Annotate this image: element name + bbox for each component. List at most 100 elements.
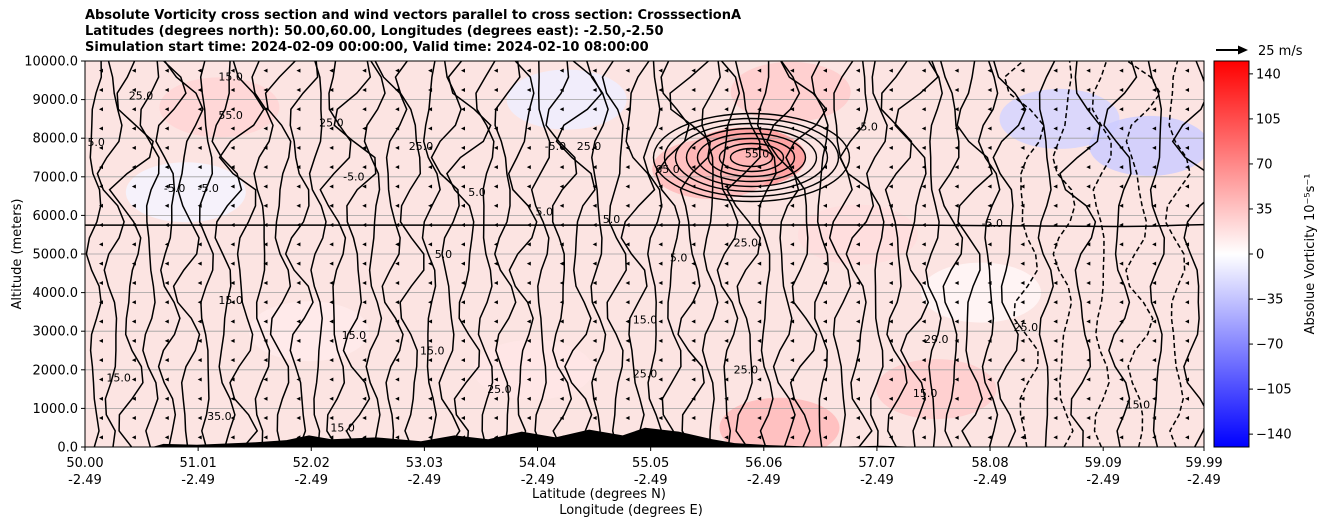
wind-vector-arrowhead-icon bbox=[954, 203, 959, 208]
wind-vector-arrowhead-icon bbox=[1053, 242, 1058, 247]
wind-vector-arrowhead-icon bbox=[757, 184, 762, 189]
wind-vector-arrowhead-icon bbox=[954, 165, 959, 170]
wind-vector-arrowhead-icon bbox=[592, 126, 597, 131]
wind-vector-arrowhead-icon bbox=[1152, 396, 1157, 401]
wind-vector-arrowhead-icon bbox=[362, 338, 367, 343]
wind-vector-arrowhead-icon bbox=[329, 338, 334, 343]
wind-vector-arrowhead-icon bbox=[658, 87, 663, 92]
contour-label: 15.0 bbox=[330, 422, 355, 435]
wind-vector-arrowhead-icon bbox=[790, 223, 795, 228]
wind-vector-arrowhead-icon bbox=[625, 203, 630, 208]
vorticity-region bbox=[159, 77, 280, 138]
x-tick-label-longitude: -2.49 bbox=[1086, 473, 1120, 488]
wind-vector-arrowhead-icon bbox=[625, 319, 630, 324]
wind-vector-arrowhead-icon bbox=[1020, 203, 1025, 208]
wind-vector-arrowhead-icon bbox=[921, 223, 926, 228]
wind-vector-arrowhead-icon bbox=[131, 319, 136, 324]
wind-vector-arrowhead-icon bbox=[263, 261, 268, 266]
contour-label: 5.0 bbox=[860, 120, 878, 133]
wind-vector-arrowhead-icon bbox=[888, 203, 893, 208]
contour-line bbox=[251, 61, 274, 447]
wind-vector-arrowhead-icon bbox=[790, 338, 795, 343]
contour-line bbox=[756, 61, 777, 447]
contour-line bbox=[810, 61, 830, 447]
contour-label: -5.0 bbox=[164, 182, 185, 195]
wind-vector-arrowhead-icon bbox=[329, 416, 334, 421]
wind-vector-arrowhead-icon bbox=[526, 107, 531, 112]
wind-vector-arrowhead-icon bbox=[263, 184, 268, 189]
wind-vector-arrowhead-icon bbox=[1152, 300, 1157, 305]
x-tick-label-latitude: 51.01 bbox=[180, 456, 217, 471]
wind-vector-arrowhead-icon bbox=[395, 203, 400, 208]
wind-vector-arrowhead-icon bbox=[823, 87, 828, 92]
wind-vector-arrowhead-icon bbox=[691, 261, 696, 266]
wind-vector-arrowhead-icon bbox=[296, 87, 301, 92]
wind-vector-arrowhead-icon bbox=[526, 358, 531, 363]
wind-vector-arrowhead-icon bbox=[230, 223, 235, 228]
wind-vector-arrowhead-icon bbox=[164, 87, 169, 92]
wind-vector-arrowhead-icon bbox=[164, 242, 169, 247]
wind-vector-arrowhead-icon bbox=[131, 145, 136, 150]
wind-vector-arrowhead-icon bbox=[296, 358, 301, 363]
wind-vector-arrowhead-icon bbox=[757, 396, 762, 401]
wind-vector-arrowhead-icon bbox=[987, 145, 992, 150]
wind-vector-arrowhead-icon bbox=[395, 242, 400, 247]
wind-vector-arrowhead-icon bbox=[98, 203, 103, 208]
wind-vector-arrowhead-icon bbox=[131, 87, 136, 92]
wind-vector-arrowhead-icon bbox=[493, 184, 498, 189]
wind-vector-arrowhead-icon bbox=[98, 338, 103, 343]
wind-vector-arrowhead-icon bbox=[164, 68, 169, 73]
wind-vector-arrowhead-icon bbox=[1152, 416, 1157, 421]
wind-vector-arrowhead-icon bbox=[131, 435, 136, 440]
vorticity-region bbox=[797, 204, 918, 265]
wind-vector-arrowhead-icon bbox=[790, 300, 795, 305]
wind-vector-arrowhead-icon bbox=[691, 107, 696, 112]
contour-ring bbox=[674, 122, 829, 193]
wind-vector-arrowhead-icon bbox=[724, 184, 729, 189]
wind-vector-arrowhead-icon bbox=[230, 338, 235, 343]
contour-label: 25.0 bbox=[129, 90, 154, 103]
wind-vector-arrowhead-icon bbox=[823, 435, 828, 440]
wind-vector-arrowhead-icon bbox=[164, 280, 169, 285]
wind-vector-arrowhead-icon bbox=[1152, 126, 1157, 131]
wind-vector-arrowhead-icon bbox=[296, 107, 301, 112]
wind-vector-arrowhead-icon bbox=[658, 338, 663, 343]
wind-vector-arrowhead-icon bbox=[790, 377, 795, 382]
wind-vector-arrowhead-icon bbox=[197, 203, 202, 208]
wind-vector-arrowhead-icon bbox=[329, 261, 334, 266]
wind-vector-arrowhead-icon bbox=[131, 280, 136, 285]
wind-vector-arrowhead-icon bbox=[98, 319, 103, 324]
wind-vector-arrowhead-icon bbox=[263, 223, 268, 228]
contour-line bbox=[545, 61, 578, 447]
wind-vector-arrowhead-icon bbox=[954, 107, 959, 112]
wind-vector-arrowhead-icon bbox=[592, 223, 597, 228]
wind-vector-arrowhead-icon bbox=[164, 203, 169, 208]
wind-vector-arrowhead-icon bbox=[1119, 261, 1124, 266]
wind-vector-arrowhead-icon bbox=[757, 319, 762, 324]
wind-vector-arrowhead-icon bbox=[197, 396, 202, 401]
wind-vector-arrowhead-icon bbox=[790, 242, 795, 247]
wind-vector-arrowhead-icon bbox=[1185, 145, 1190, 150]
wind-vector-arrowhead-icon bbox=[888, 107, 893, 112]
wind-vector-arrowhead-icon bbox=[790, 261, 795, 266]
wind-vector-arrowhead-icon bbox=[493, 126, 498, 131]
wind-vector-arrowhead-icon bbox=[526, 377, 531, 382]
contour-ring bbox=[685, 127, 818, 188]
wind-vector-arrowhead-icon bbox=[592, 203, 597, 208]
wind-vector-arrowhead-icon bbox=[362, 184, 367, 189]
wind-vector-arrowhead-icon bbox=[131, 358, 136, 363]
wind-vector-arrowhead-icon bbox=[1119, 319, 1124, 324]
wind-vector-arrowhead-icon bbox=[757, 223, 762, 228]
wind-vector-arrowhead-icon bbox=[921, 396, 926, 401]
x-tick-label-longitude: -2.49 bbox=[181, 473, 215, 488]
wind-vector-arrowhead-icon bbox=[230, 396, 235, 401]
wind-vector-arrowhead-icon bbox=[395, 107, 400, 112]
wind-vector-arrowhead-icon bbox=[1086, 358, 1091, 363]
colorbar-tick-label: −105 bbox=[1256, 383, 1292, 398]
wind-vector-arrowhead-icon bbox=[1119, 145, 1124, 150]
wind-vector-arrowhead-icon bbox=[460, 280, 465, 285]
wind-vector-arrowhead-icon bbox=[1020, 416, 1025, 421]
wind-vector-arrowhead-icon bbox=[197, 300, 202, 305]
contour-label: 15.0 bbox=[218, 70, 243, 83]
wind-vector-arrowhead-icon bbox=[460, 261, 465, 266]
